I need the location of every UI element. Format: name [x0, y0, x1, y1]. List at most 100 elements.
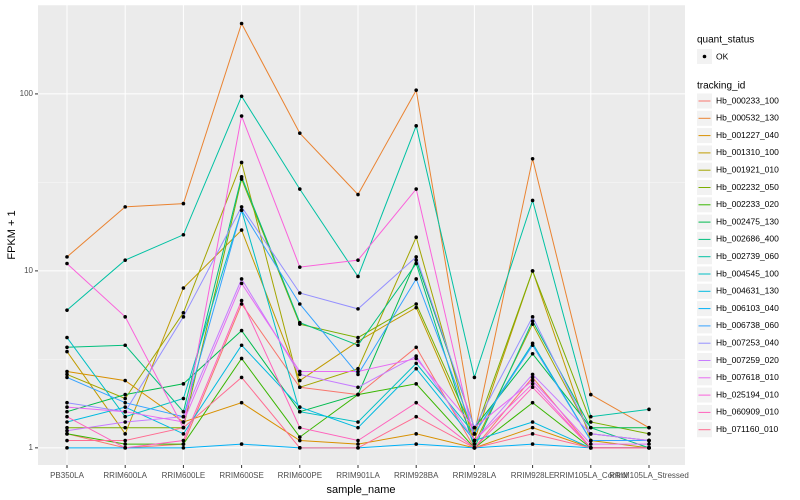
data-point	[298, 409, 302, 414]
x-tick-label: RRIM901LA	[336, 471, 380, 480]
data-point	[298, 302, 302, 306]
data-point	[530, 351, 535, 356]
data-point	[356, 258, 360, 262]
data-point	[414, 345, 419, 350]
data-point	[65, 428, 69, 433]
data-point	[589, 414, 593, 419]
data-point	[356, 420, 360, 424]
data-point	[65, 438, 69, 443]
legend-label: Hb_006103_040	[716, 303, 779, 313]
data-point	[298, 405, 302, 409]
data-point	[181, 286, 186, 290]
data-point	[65, 369, 69, 374]
data-point	[356, 438, 360, 443]
axes: 1 10 100 PB350LA RRIM600LA RRIM600LE RRIM600SE…	[20, 89, 689, 480]
data-point	[239, 160, 244, 165]
x-tick-label: RRIM105LA_Control	[554, 471, 628, 480]
data-point	[239, 356, 244, 361]
data-point	[589, 432, 593, 436]
data-point	[472, 432, 477, 436]
data-point	[414, 261, 419, 266]
legend-label: Hb_001227_040	[716, 130, 779, 140]
data-point	[530, 378, 535, 383]
data-point	[239, 375, 244, 380]
data-point	[356, 385, 360, 390]
legend-label: Hb_060909_010	[716, 407, 779, 417]
data-point	[530, 400, 535, 405]
x-tick-label: RRIM600LA	[103, 471, 147, 480]
data-point	[298, 446, 302, 450]
data-point	[589, 446, 593, 450]
data-point	[356, 335, 360, 340]
data-point	[65, 261, 69, 266]
data-point	[356, 392, 360, 397]
data-point	[298, 438, 302, 443]
data-point	[123, 343, 127, 348]
data-point	[647, 432, 651, 436]
data-point	[181, 201, 186, 206]
data-point	[414, 356, 419, 361]
data-point	[647, 442, 651, 446]
data-point	[356, 192, 360, 197]
data-point	[356, 343, 360, 348]
data-point	[589, 392, 593, 397]
data-point	[356, 446, 360, 450]
data-point	[414, 442, 419, 446]
data-point	[123, 378, 127, 383]
data-point	[647, 425, 651, 430]
legend-label: Hb_007259_020	[716, 355, 779, 365]
data-point	[647, 446, 651, 450]
points	[65, 21, 651, 450]
legend-label: Hb_002232_050	[716, 182, 779, 192]
data-point	[65, 425, 69, 430]
data-point	[530, 425, 535, 430]
x-tick-label: RRIM600SE	[219, 471, 263, 480]
legend-title: tracking_id	[697, 81, 745, 92]
data-point	[530, 319, 535, 323]
data-point	[472, 425, 477, 430]
data-point	[181, 420, 186, 424]
legend-label: Hb_001921_010	[716, 164, 779, 174]
data-point	[123, 446, 127, 450]
data-point	[356, 442, 360, 446]
data-point	[356, 307, 360, 311]
legend-label: Hb_000233_100	[716, 95, 779, 105]
data-point	[65, 420, 69, 424]
data-point	[239, 442, 244, 446]
data-point	[414, 414, 419, 419]
data-point	[123, 425, 127, 430]
data-point	[123, 258, 127, 262]
legend-label: Hb_002233_020	[716, 199, 779, 209]
data-point	[356, 425, 360, 430]
data-point	[472, 446, 477, 450]
x-tick-label: RRIM600LE	[162, 471, 206, 480]
data-point	[123, 205, 127, 209]
data-point	[181, 382, 186, 386]
data-point	[414, 235, 419, 239]
x-tick-label: RRIM928LA	[453, 471, 497, 480]
data-point	[239, 21, 244, 26]
data-point	[414, 124, 419, 128]
data-point	[65, 345, 69, 350]
x-tick-label: RRIM928LE	[511, 471, 555, 480]
data-point	[414, 187, 419, 191]
data-point	[65, 414, 69, 419]
data-point	[123, 438, 127, 443]
data-point	[65, 400, 69, 405]
legend-label: Hb_002686_400	[716, 234, 779, 244]
y-tick-label: 1	[29, 443, 34, 452]
data-point	[530, 343, 535, 348]
data-point	[181, 232, 186, 237]
data-point	[239, 281, 244, 286]
data-point	[356, 339, 360, 344]
legend-label: Hb_002475_130	[716, 216, 779, 226]
data-point	[123, 392, 127, 397]
legend-label: Hb_004631_130	[716, 286, 779, 296]
data-point	[589, 425, 593, 430]
data-point	[239, 343, 244, 348]
data-point	[65, 375, 69, 380]
panel	[38, 5, 685, 465]
data-point	[239, 277, 244, 281]
legend-title: quant_status	[697, 35, 754, 46]
